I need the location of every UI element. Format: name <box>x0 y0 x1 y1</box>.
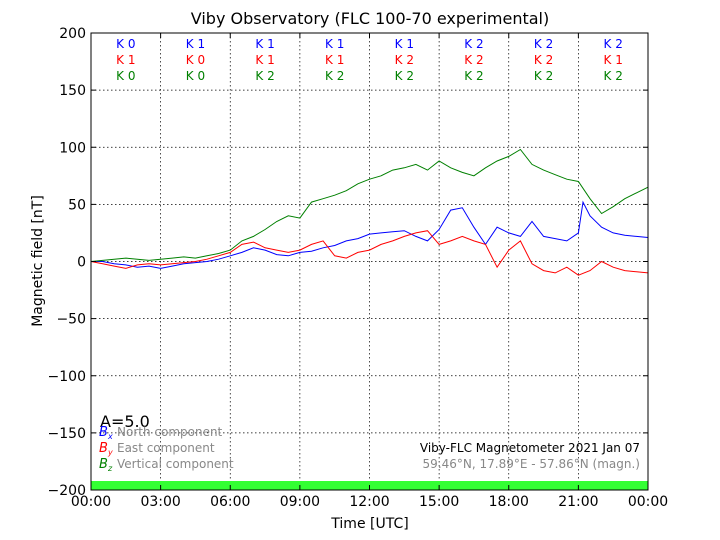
x-tick-label: 18:00 <box>489 494 529 510</box>
legend-series-name: East component <box>117 441 215 455</box>
k-index-value: K 2 <box>534 37 553 51</box>
k-index-value: K 0 <box>186 53 205 67</box>
series-line-by <box>90 230 649 276</box>
series-line-bz <box>90 148 649 262</box>
x-tick-label: 06:00 <box>210 494 250 510</box>
y-tick-label: 0 <box>77 255 86 271</box>
y-tick-label: −150 <box>48 426 86 442</box>
k-index-value: K 2 <box>534 53 553 67</box>
k-index-value: K 2 <box>464 69 483 83</box>
k-index-value: K 2 <box>255 69 274 83</box>
y-tick-label: −50 <box>56 312 86 328</box>
k-index-value: K 1 <box>255 37 274 51</box>
k-index-value: K 2 <box>604 37 623 51</box>
k-index-table: K 0 K 1 K 1 K 1 K 1 K 2 K 2 K 2 K 1 K 0 K 1 K 1 K 2 K… <box>116 37 623 83</box>
grid-lines <box>91 33 648 490</box>
k-index-value: K 2 <box>604 69 623 83</box>
x-tick-label: 09:00 <box>280 494 320 510</box>
y-tick-label: 50 <box>68 197 86 213</box>
k-index-value: K 1 <box>255 53 274 67</box>
legend-series-name: North component <box>117 425 223 439</box>
x-tick-label: 00:00 <box>71 494 111 510</box>
series-line-bx <box>91 200 649 269</box>
y-tick-label: 100 <box>59 140 86 156</box>
x-tick-label: 00:00 <box>628 494 668 510</box>
magnetometer-caption: Viby-FLC Magnetometer 2021 Jan 07 <box>420 441 640 455</box>
k-index-value: K 1 <box>604 53 623 67</box>
x-tick-label: 21:00 <box>558 494 598 510</box>
k-index-value: K 2 <box>325 69 344 83</box>
legend-symbol: B <box>99 441 108 456</box>
k-index-value: K 1 <box>395 37 414 51</box>
k-index-value: K 0 <box>116 37 135 51</box>
y-tick-label: −200 <box>48 483 86 499</box>
k-index-value: K 2 <box>464 53 483 67</box>
legend-series-name: Vertical component <box>117 457 234 471</box>
series-layer <box>90 148 649 276</box>
k-index-value: K 2 <box>464 37 483 51</box>
legend-subscript: y <box>107 448 113 457</box>
k-index-value: K 1 <box>116 53 135 67</box>
x-tick-label: 15:00 <box>419 494 459 510</box>
k-index-value: K 0 <box>116 69 135 83</box>
y-axis-ticks: 200 150 100 50 0 −50 −100 −150 −200 <box>48 26 648 499</box>
x-axis-label: Time [UTC] <box>330 516 408 532</box>
coordinates-caption: 59.46°N, 17.89°E - 57.86°N (magn.) <box>423 457 640 471</box>
k-index-value: K 0 <box>186 69 205 83</box>
x-axis-ticks: 00:00 03:00 06:00 09:00 12:00 15:00 18:00 21:00… <box>71 33 668 510</box>
k-index-value: K 1 <box>186 37 205 51</box>
x-tick-label: 12:00 <box>349 494 389 510</box>
k-index-value: K 1 <box>325 37 344 51</box>
k-index-value: K 2 <box>534 69 553 83</box>
legend-symbol: B <box>99 425 108 440</box>
y-tick-label: 150 <box>59 83 86 99</box>
x-tick-label: 03:00 <box>140 494 180 510</box>
legend-subscript: z <box>107 464 113 473</box>
k-index-value: K 2 <box>395 69 414 83</box>
y-tick-label: 200 <box>59 26 86 42</box>
k-index-value: K 1 <box>325 53 344 67</box>
k-index-value: K 2 <box>395 53 414 67</box>
a-index-label: A=5.0 <box>100 412 150 431</box>
legend-symbol: B <box>99 457 108 472</box>
y-axis-label: Magnetic field [nT] <box>30 195 46 327</box>
y-tick-label: −100 <box>48 369 86 385</box>
chart-title: Viby Observatory (FLC 100-70 experimenta… <box>191 9 550 28</box>
legend-subscript: x <box>107 432 113 441</box>
